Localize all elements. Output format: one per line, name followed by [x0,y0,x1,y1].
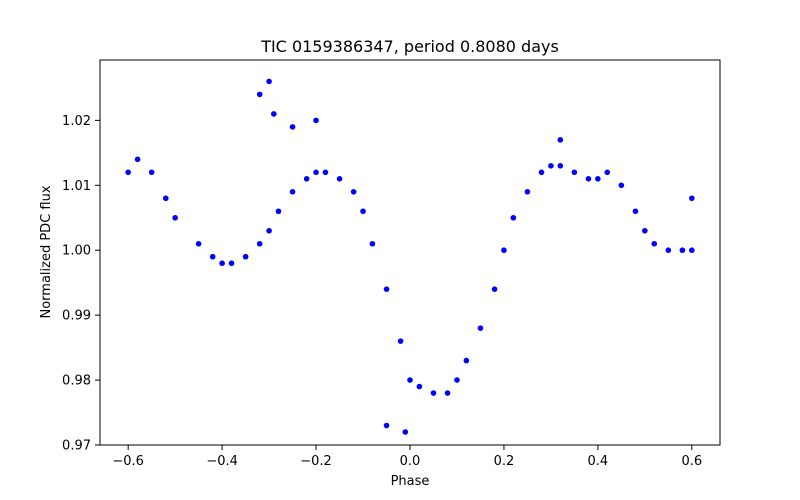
data-point [679,247,686,254]
data-point [270,111,277,117]
data-point [256,91,263,98]
data-point [491,286,498,292]
data-point [402,429,409,435]
data-point [463,357,470,364]
data-point [162,195,169,202]
data-point [313,117,319,124]
y-tick-label: 1.02 [62,114,91,129]
data-point [360,208,366,215]
data-point [313,169,319,176]
y-tick-label: 0.98 [62,374,91,389]
data-point [125,169,131,176]
data-point [444,390,451,396]
y-tick-label: 0.99 [62,309,91,324]
data-point [148,169,155,176]
x-tick-label: 0.2 [494,454,515,469]
data-point [407,377,413,383]
y-tick-label: 0.97 [62,439,91,454]
data-point [266,227,272,234]
data-point [665,247,672,254]
x-tick-label: 0.4 [588,454,609,469]
data-point [209,253,216,260]
data-point [289,189,296,195]
data-point [651,240,658,247]
data-point [571,169,578,176]
x-axis-label: Phase [391,474,430,489]
x-tick-label: 0.6 [681,454,702,469]
data-point [266,78,272,85]
data-point [595,176,601,182]
x-axis-ticks: −0.6 −0.4 −0.2 0.0 0.2 0.4 0.6 [112,445,702,469]
data-point [430,390,437,396]
data-point [477,325,484,331]
data-point [557,137,564,143]
data-point [524,189,531,195]
data-point [228,260,235,267]
data-point [369,240,376,247]
data-point [134,156,141,163]
data-point [689,247,695,254]
data-point [548,163,554,169]
data-point [642,227,648,234]
data-point [632,208,639,215]
data-points [125,78,695,435]
data-point [604,169,611,176]
data-point [322,169,329,176]
data-point [454,377,460,383]
data-point [585,176,592,182]
y-tick-label: 1.01 [62,179,91,194]
data-point [256,240,263,247]
data-point [557,163,564,169]
x-tick-label: 0.0 [400,454,421,469]
x-tick-label: −0.2 [300,454,332,469]
data-point [383,422,390,429]
chart-title: TIC 0159386347, period 0.8080 days [260,37,559,56]
data-point [510,214,517,221]
data-point [350,189,357,195]
data-point [195,240,202,247]
data-point [618,182,625,189]
data-point [538,169,545,176]
x-tick-label: −0.4 [206,454,238,469]
data-point [336,176,343,182]
data-point [303,176,310,182]
data-point [275,208,282,215]
data-point [219,260,225,267]
data-point [397,338,404,344]
x-tick-label: −0.6 [112,454,144,469]
data-point [383,286,390,292]
y-axis-ticks: 0.97 0.98 0.99 1.00 1.01 1.02 [62,114,100,454]
data-point [689,195,695,202]
plot-area-frame [99,59,721,446]
y-tick-label: 1.00 [62,244,91,259]
data-point [242,253,249,260]
data-point [501,247,507,254]
y-axis-label: Normalized PDC flux [39,185,54,318]
data-point [416,383,423,390]
data-point [172,214,178,221]
data-point [289,124,296,130]
